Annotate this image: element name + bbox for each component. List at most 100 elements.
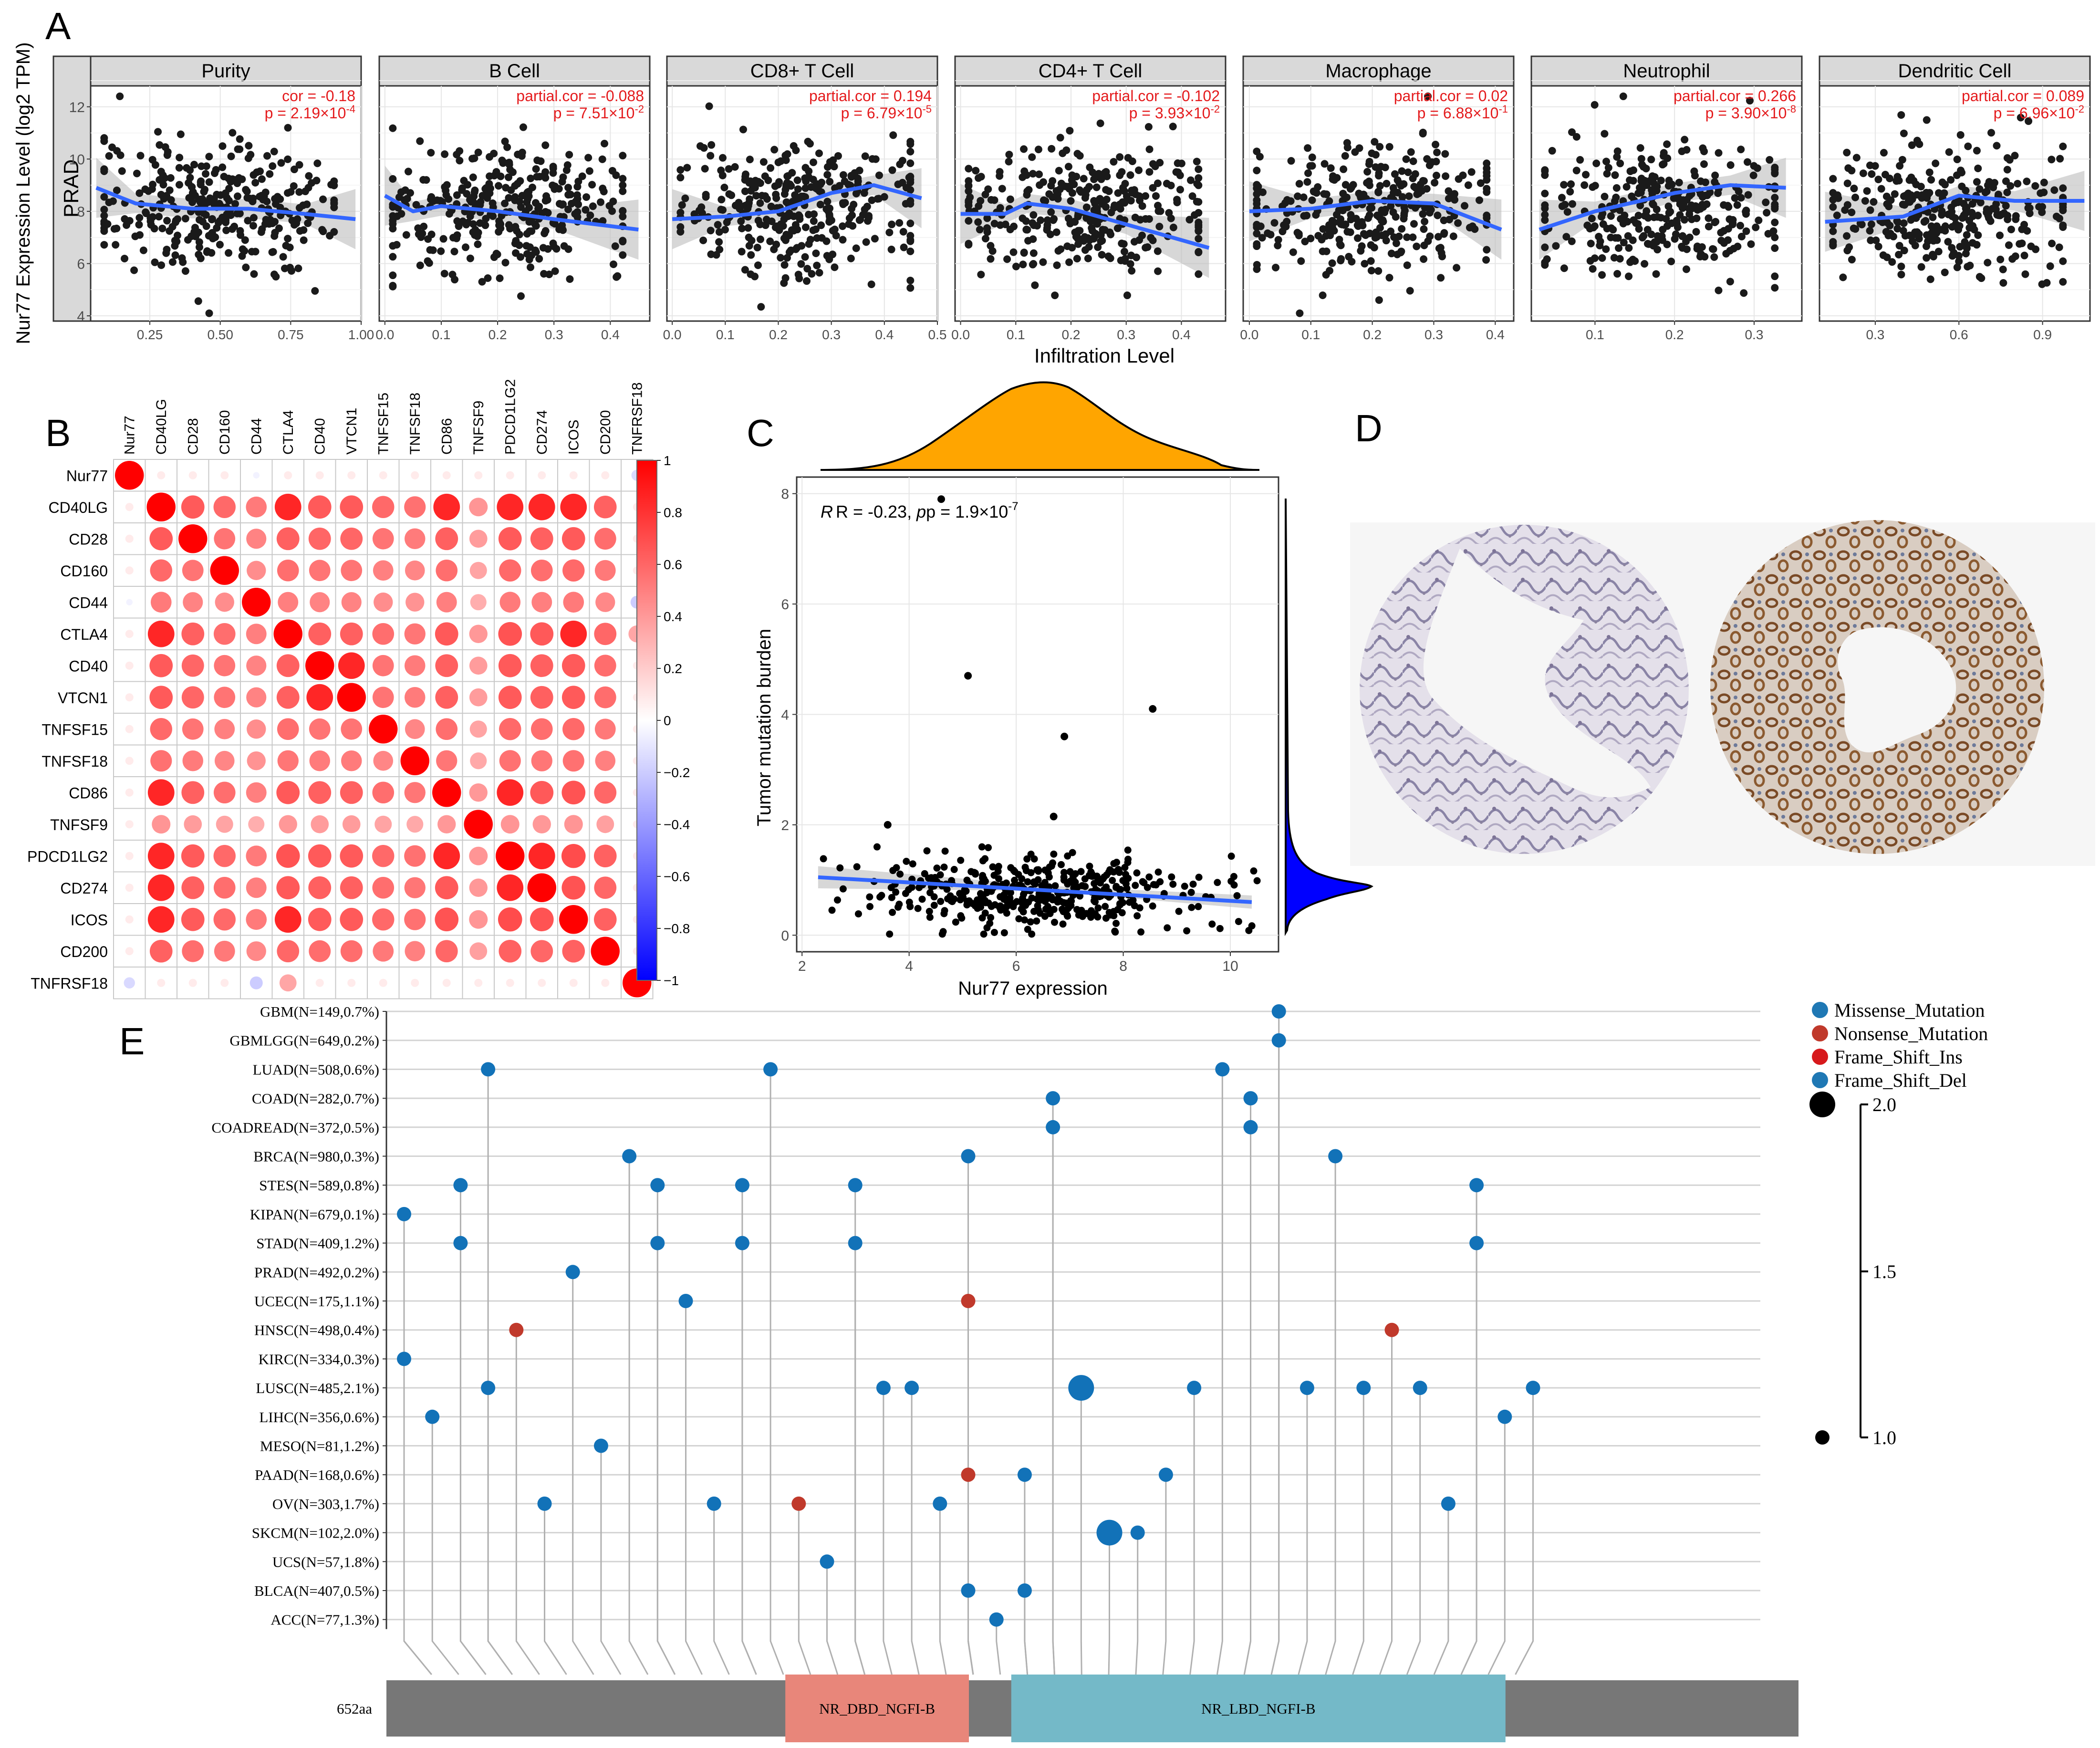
matrix-row-label: CD40LG: [49, 499, 108, 516]
matrix-circle: [436, 592, 457, 613]
data-point: [1642, 211, 1650, 219]
matrix-circle: [499, 592, 521, 613]
matrix-circle: [404, 528, 426, 550]
data-point: [899, 228, 907, 236]
data-point: [2055, 243, 2063, 251]
data-point: [1944, 238, 1952, 246]
data-point: [1541, 216, 1549, 224]
data-point: [812, 250, 820, 258]
data-point: [1110, 158, 1118, 166]
data-point: [1907, 173, 1915, 181]
data-point: [1029, 260, 1037, 269]
matrix-circle: [340, 940, 363, 962]
data-point: [783, 172, 791, 180]
data-point: [888, 166, 896, 174]
data-point: [1132, 190, 1140, 198]
data-point: [1416, 180, 1424, 188]
mutation-lollipop-missense: [1271, 1033, 1286, 1048]
data-point: [564, 191, 572, 199]
data-point: [1852, 154, 1861, 162]
xtick-label: 0.75: [278, 327, 304, 342]
mutation-lollipop-nonsense: [961, 1467, 976, 1482]
mutation-lollipop-missense: [1096, 1519, 1123, 1546]
matrix-circle: [470, 594, 487, 611]
data-point: [1028, 153, 1036, 161]
data-point: [1420, 255, 1428, 263]
data-point: [746, 156, 754, 164]
matrix-circle: [530, 559, 553, 582]
data-point: [236, 135, 244, 143]
data-point: [1591, 101, 1599, 109]
data-point: [1300, 193, 1308, 201]
matrix-circle: [181, 686, 204, 709]
track-label: SKCM(N=102,2.0%): [252, 1525, 379, 1541]
data-point: [503, 143, 511, 151]
data-point: [527, 263, 535, 271]
data-point: [1040, 882, 1047, 890]
data-point: [1726, 161, 1735, 169]
data-point: [798, 192, 806, 200]
data-point: [2012, 215, 2020, 223]
data-point: [121, 254, 129, 262]
data-point: [1968, 239, 1976, 247]
panel-c-xlabel: Nur77 expression: [958, 978, 1108, 999]
matrix-circle: [340, 876, 363, 899]
data-point: [584, 154, 593, 162]
mutation-lollipop-nonsense: [1384, 1322, 1399, 1337]
data-point: [903, 858, 910, 865]
data-point: [978, 843, 986, 851]
data-point: [305, 172, 313, 180]
data-point: [1615, 244, 1623, 252]
xtick-label: 0.5: [928, 327, 947, 342]
data-point: [957, 856, 965, 864]
data-point: [1195, 235, 1203, 243]
data-point: [544, 209, 552, 217]
data-point: [1616, 255, 1624, 263]
xtick-label: 0.3: [1117, 327, 1135, 342]
track-label: GBMLGG(N=649,0.2%): [229, 1032, 379, 1049]
data-point: [419, 176, 427, 184]
matrix-circle: [372, 876, 395, 899]
data-point: [1974, 164, 1982, 172]
data-point: [2046, 262, 2054, 270]
data-point: [1021, 864, 1029, 871]
xtick-label: 0.25: [137, 327, 163, 342]
data-point: [1687, 201, 1695, 209]
ytick-label: 6: [781, 597, 789, 613]
mutation-lollipop-missense: [848, 1178, 863, 1193]
matrix-row-label: VTCN1: [58, 689, 108, 707]
data-point: [1023, 187, 1031, 196]
data-point: [1868, 170, 1876, 178]
matrix-col-label: TNFSF15: [375, 393, 391, 455]
data-point: [1142, 192, 1150, 200]
data-point: [270, 271, 278, 279]
data-point: [754, 217, 762, 225]
mutation-stem: [1243, 1127, 1252, 1675]
data-point: [1144, 123, 1153, 131]
data-point: [1169, 223, 1177, 231]
matrix-col-label: CD40: [312, 418, 328, 455]
mutation-lollipop-missense: [678, 1294, 693, 1308]
mutation-stem: [1487, 1416, 1506, 1675]
panel-c-right-density: [1285, 498, 1373, 936]
data-point: [1541, 189, 1549, 198]
matrix-row-label: PDCD1LG2: [27, 848, 108, 865]
matrix-circle: [311, 815, 329, 833]
data-point: [847, 172, 855, 180]
data-point: [515, 230, 523, 239]
matrix-circle: [277, 940, 300, 963]
data-point: [100, 212, 108, 220]
mutation-stem: [1325, 1156, 1336, 1675]
data-point: [1662, 215, 1670, 223]
mutation-stem: [459, 1243, 487, 1675]
matrix-circle: [247, 751, 266, 770]
data-point: [1381, 208, 1389, 217]
matrix-circle: [149, 527, 173, 551]
matrix-circle: [374, 815, 392, 833]
data-point: [1059, 920, 1067, 928]
data-point: [1137, 928, 1145, 936]
data-point: [2056, 214, 2064, 222]
data-point: [1829, 227, 1837, 235]
data-point: [1675, 178, 1683, 187]
data-point: [1877, 185, 1885, 193]
